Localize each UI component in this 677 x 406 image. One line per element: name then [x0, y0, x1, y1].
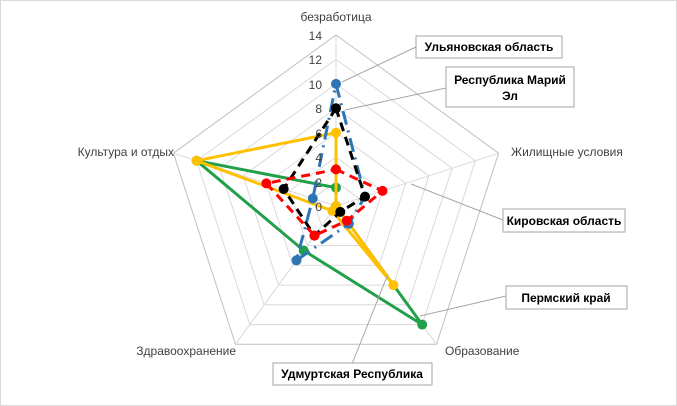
series-3-point-2	[417, 319, 428, 330]
callout-leaders	[341, 46, 507, 365]
tick-label-0: 0	[315, 200, 322, 214]
callout-label-series-3: Пермский край	[521, 291, 610, 305]
series-1-point-4	[278, 184, 289, 194]
series-4-point-2	[388, 280, 399, 291]
series-2-point-1	[377, 185, 388, 196]
tick-label-7: 14	[309, 29, 323, 43]
grid-ring	[196, 58, 476, 326]
callout-series-2: Кировская область	[502, 208, 626, 233]
series-2-point-3	[309, 230, 320, 241]
axis-label-3: Здравоохранение	[136, 344, 236, 358]
callout-series-4: Удмуртская Республика	[272, 362, 433, 386]
series-1-point-2	[335, 206, 346, 217]
axis-label-0: безработица	[300, 10, 371, 24]
series-2-point-0	[331, 164, 341, 175]
grid-ring	[172, 34, 500, 345]
series-line-0	[295, 82, 367, 262]
series-line-1	[282, 106, 367, 238]
leader-series-4	[351, 273, 389, 365]
series-0-point-3	[291, 255, 302, 266]
series-line-2	[264, 167, 384, 238]
axis-label-2: Образование	[445, 344, 520, 358]
axis-label-4: Культура и отдых	[78, 145, 174, 159]
series-2-point-2	[341, 215, 352, 226]
series-4-point-0	[331, 127, 341, 138]
tick-label-1: 2	[315, 176, 322, 190]
tick-label-3: 6	[315, 127, 322, 141]
tick-label-4: 8	[315, 102, 322, 116]
series-1-point-1	[360, 191, 370, 202]
callout-series-3: Пермский край	[505, 285, 628, 310]
tick-label-6: 12	[309, 53, 323, 67]
tick-label-5: 10	[309, 78, 323, 92]
callout-label-series-0: Ульяновская область	[425, 40, 554, 54]
series-0-point-0	[331, 78, 341, 89]
callout-label-series-4: Удмуртская Республика	[281, 367, 423, 381]
series-2-point-4	[261, 178, 272, 189]
callout-series-1: Республика Марий Эл	[445, 66, 575, 108]
series-4-point-4	[191, 155, 202, 166]
grid-ring	[219, 83, 453, 306]
leader-series-1	[344, 87, 447, 111]
grid-ring	[288, 156, 384, 246]
series-0-point-4	[307, 193, 318, 204]
leader-series-3	[419, 295, 507, 317]
series-line-4	[195, 131, 395, 287]
callout-label-series-2: Кировская область	[507, 214, 622, 228]
series-4-point-3	[327, 205, 338, 216]
callout-label-series-1: Республика Марий Эл	[454, 73, 566, 103]
tick-label-2: 4	[315, 151, 322, 165]
leader-series-2	[410, 183, 504, 221]
series-layer	[191, 78, 428, 330]
spoke	[235, 205, 337, 345]
series-2	[261, 164, 388, 241]
leader-series-0	[341, 46, 417, 83]
grid-ring	[242, 107, 430, 286]
series-1-point-0	[331, 103, 341, 114]
axis-label-1: Жилищные условия	[511, 145, 623, 159]
series-4	[191, 127, 399, 291]
callout-series-0: Ульяновская область	[415, 35, 563, 59]
